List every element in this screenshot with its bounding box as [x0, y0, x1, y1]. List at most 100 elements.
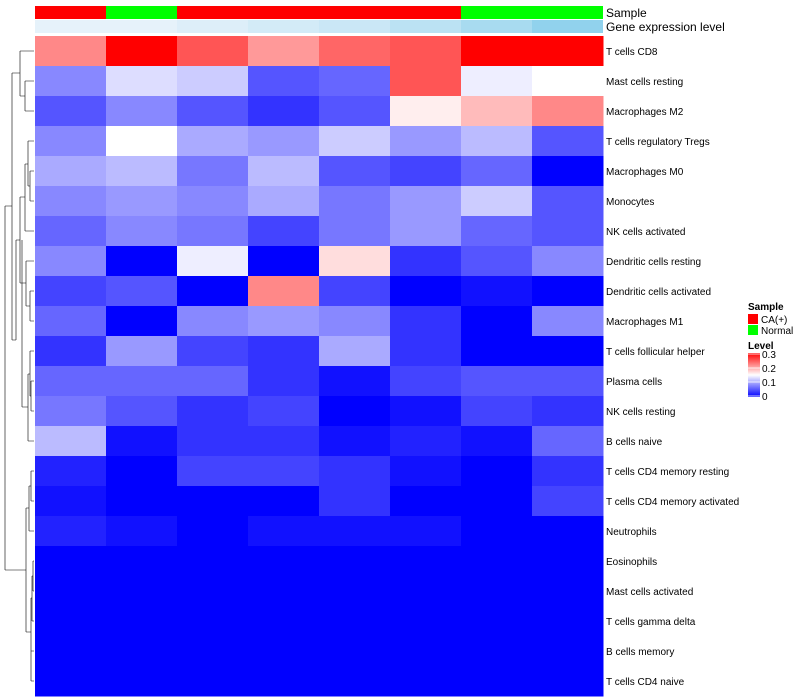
heatmap-cell	[319, 186, 391, 217]
heatmap-cell	[35, 336, 107, 367]
heatmap-cell	[248, 456, 320, 487]
heatmap-cell	[532, 276, 604, 307]
heatmap-cell	[532, 486, 604, 517]
heatmap-cell	[461, 636, 533, 667]
heatmap-cell	[390, 516, 462, 547]
heatmap-cell	[248, 66, 320, 97]
sample-annotation-title: Sample	[606, 6, 647, 20]
heatmap-cell	[248, 306, 320, 337]
legend-level-title: Level	[748, 341, 774, 352]
heatmap-cell	[319, 516, 391, 547]
heatmap-cell	[248, 426, 320, 457]
heatmap-cell	[106, 126, 178, 157]
heatmap-cell	[390, 276, 462, 307]
sample-annotation-cell	[319, 6, 390, 19]
heatmap-cell	[177, 336, 249, 367]
row-label: Dendritic cells resting	[606, 257, 701, 268]
heatmap-cell	[390, 336, 462, 367]
sample-annotation-cell	[35, 6, 106, 19]
heatmap-cell	[248, 156, 320, 187]
heatmap-cell	[177, 186, 249, 217]
heatmap-cell	[248, 486, 320, 517]
heatmap-cell	[461, 516, 533, 547]
heatmap-cell	[461, 426, 533, 457]
heatmap-cell	[532, 66, 604, 97]
heatmap-cell	[248, 396, 320, 427]
heatmap-cell	[35, 126, 107, 157]
legend-sample-title: Sample	[748, 302, 784, 313]
heatmap-cell	[319, 426, 391, 457]
heatmap-cell	[177, 606, 249, 637]
heatmap-cell	[35, 516, 107, 547]
legend-tick-label: 0.3	[762, 350, 776, 361]
heatmap-cell	[461, 456, 533, 487]
row-label: NK cells resting	[606, 407, 675, 418]
heatmap-cell	[390, 366, 462, 397]
heatmap-cell	[106, 156, 178, 187]
heatmap-cell	[319, 366, 391, 397]
heatmap-cell	[177, 366, 249, 397]
heatmap-cell	[35, 366, 107, 397]
legend-tick-label: 0.2	[762, 364, 776, 375]
heatmap-cell	[532, 456, 604, 487]
heatmap-cell	[319, 246, 391, 277]
heatmap-cell	[35, 546, 107, 577]
row-label: Neutrophils	[606, 527, 657, 538]
heatmap-cell	[248, 276, 320, 307]
row-label: Eosinophils	[606, 557, 657, 568]
heatmap-cell	[35, 66, 107, 97]
heatmap-cell	[319, 396, 391, 427]
heatmap-cell	[106, 396, 178, 427]
heatmap-cell	[532, 396, 604, 427]
sample-annotation-cell	[106, 6, 177, 19]
heatmap-cell	[177, 66, 249, 97]
heatmap-cell	[390, 186, 462, 217]
heatmap-cell	[106, 576, 178, 607]
row-label: T cells CD4 naive	[606, 677, 685, 688]
sample-annotation-cell	[532, 6, 603, 19]
heatmap-cell	[532, 606, 604, 637]
row-label: Mast cells activated	[606, 587, 693, 598]
heatmap-cell	[35, 96, 107, 127]
heatmap-cell	[177, 246, 249, 277]
expression-annotation-cell	[248, 20, 319, 33]
row-label: Mast cells resting	[606, 77, 683, 88]
heatmap-cell	[106, 306, 178, 337]
heatmap-cell	[461, 126, 533, 157]
heatmap-cell	[248, 36, 320, 67]
heatmap-cell	[106, 36, 178, 67]
heatmap-cell	[461, 366, 533, 397]
heatmap-cell	[532, 636, 604, 667]
heatmap-cell	[106, 486, 178, 517]
heatmap-cell	[319, 666, 391, 697]
expression-annotation-cell	[177, 20, 248, 33]
legend: Sample CA(+) Normal Level 0.3 0.2 0.1 0	[748, 302, 793, 403]
heatmap-cell	[177, 96, 249, 127]
heatmap-cell	[248, 546, 320, 577]
heatmap-cell	[390, 96, 462, 127]
heatmap-cell	[177, 396, 249, 427]
heatmap-cell	[35, 606, 107, 637]
row-label: T cells gamma delta	[606, 617, 696, 628]
heatmap-cell	[106, 546, 178, 577]
heatmap-cell	[248, 516, 320, 547]
heatmap-cell	[106, 246, 178, 277]
heatmap-cell	[35, 456, 107, 487]
heatmap-cell	[106, 606, 178, 637]
sample-annotation-bar	[35, 6, 603, 19]
heatmap-cell	[461, 186, 533, 217]
heatmap-cell	[390, 246, 462, 277]
heatmap-cell	[35, 276, 107, 307]
expression-annotation-cell	[35, 20, 106, 33]
heatmap-cell	[461, 666, 533, 697]
heatmap-cell	[461, 216, 533, 247]
heatmap-cell	[461, 306, 533, 337]
heatmap-cell	[177, 456, 249, 487]
heatmap-cell	[35, 186, 107, 217]
row-label: Monocytes	[606, 197, 654, 208]
heatmap-cell	[35, 246, 107, 277]
heatmap-cell	[532, 156, 604, 187]
heatmap-cell	[248, 636, 320, 667]
heatmap-cell	[35, 396, 107, 427]
